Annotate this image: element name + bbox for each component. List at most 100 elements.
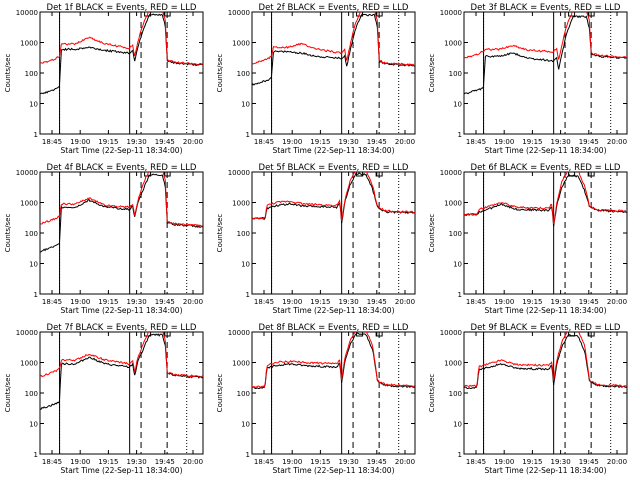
x-tick-label: 19:30 [551, 298, 571, 306]
x-tick-label: 19:30 [127, 138, 147, 146]
x-tick-label: 20:00 [607, 458, 627, 466]
y-tick-label: 1000 [444, 200, 462, 208]
y-tick-label: 10000 [440, 329, 462, 337]
y-tick-label: 100 [25, 70, 38, 78]
events-series-line [40, 333, 203, 410]
x-tick-label: 20:00 [183, 458, 203, 466]
x-tick-label: 19:00 [494, 458, 514, 466]
y-tick-label: 10000 [16, 329, 38, 337]
panel-7: Det 7f BLACK = Events, RED = LLD 1 10 100 10… [4, 323, 204, 475]
bracket-marker [375, 332, 383, 337]
y-tick-label: 100 [237, 230, 250, 238]
y-axis-label: Counts/sec [4, 374, 12, 413]
events-series-line [464, 334, 627, 390]
panel-9: Det 9f BLACK = Events, RED = LLD 1 10 100 10… [428, 323, 628, 475]
x-tick-label: 19:45 [155, 298, 175, 306]
y-tick-label: 100 [25, 390, 38, 398]
y-tick-label: 10 [29, 421, 38, 429]
plot-frame [39, 171, 204, 295]
y-tick-label: 10000 [16, 169, 38, 177]
x-tick-label: 18:45 [254, 138, 274, 146]
lld-series-line [464, 172, 627, 225]
x-tick-label: 19:45 [579, 138, 599, 146]
y-axis-label: Counts/sec [216, 54, 224, 93]
x-axis-label: Start Time (22-Sep-11 18:34:00) [273, 466, 395, 475]
panel-title: Det 8f BLACK = Events, RED = LLD [259, 323, 409, 333]
x-axis-label: Start Time (22-Sep-11 18:34:00) [485, 466, 607, 475]
y-tick-label: 1000 [444, 40, 462, 48]
y-axis-label: Counts/sec [428, 54, 436, 93]
lld-series-line [252, 12, 415, 67]
events-series-line [40, 13, 203, 95]
x-axis-label: Start Time (22-Sep-11 18:34:00) [61, 306, 183, 315]
x-tick-label: 19:15 [310, 298, 330, 306]
x-axis-label: Start Time (22-Sep-11 18:34:00) [485, 146, 607, 155]
y-tick-label: 1000 [232, 40, 250, 48]
bracket-marker [144, 172, 152, 177]
y-tick-label: 100 [449, 230, 462, 238]
x-tick-label: 19:00 [282, 458, 302, 466]
bracket-marker [144, 332, 152, 337]
x-tick-label: 19:30 [339, 298, 359, 306]
y-tick-label: 1 [246, 451, 250, 459]
y-tick-label: 10000 [440, 9, 462, 17]
y-tick-label: 100 [449, 390, 462, 398]
x-axis-label: Start Time (22-Sep-11 18:34:00) [273, 146, 395, 155]
lld-series-line [40, 12, 203, 66]
y-tick-label: 10000 [16, 9, 38, 17]
y-tick-label: 1 [458, 291, 462, 299]
y-axis-label: Counts/sec [216, 374, 224, 413]
events-series-line [40, 173, 203, 253]
x-tick-label: 19:45 [367, 298, 387, 306]
y-tick-label: 10000 [228, 329, 250, 337]
y-tick-label: 100 [237, 390, 250, 398]
y-tick-label: 1 [458, 131, 462, 139]
plot-frame [39, 331, 204, 455]
y-tick-label: 10 [453, 261, 462, 269]
y-tick-label: 1 [246, 291, 250, 299]
x-tick-label: 18:45 [466, 458, 486, 466]
x-axis-label: Start Time (22-Sep-11 18:34:00) [485, 306, 607, 315]
y-tick-label: 1000 [232, 360, 250, 368]
bracket-marker [375, 12, 383, 17]
y-tick-label: 1000 [232, 200, 250, 208]
x-tick-label: 19:15 [98, 138, 118, 146]
x-tick-label: 19:45 [367, 458, 387, 466]
y-tick-label: 1000 [20, 360, 38, 368]
x-tick-label: 19:45 [155, 458, 175, 466]
plot-frame [463, 331, 628, 455]
y-tick-label: 100 [25, 230, 38, 238]
x-tick-label: 19:00 [70, 298, 90, 306]
plot-frame [463, 11, 628, 135]
events-series-line [464, 15, 627, 95]
x-tick-label: 19:15 [98, 458, 118, 466]
x-tick-label: 18:45 [466, 298, 486, 306]
y-axis-label: Counts/sec [216, 214, 224, 253]
x-tick-label: 19:15 [522, 458, 542, 466]
plot-frame [251, 331, 416, 455]
events-series-line [464, 173, 627, 227]
y-tick-label: 1 [34, 131, 38, 139]
plot-frame [39, 11, 204, 135]
panel-6: Det 6f BLACK = Events, RED = LLD 1 10 100 10… [428, 163, 628, 315]
x-axis-label: Start Time (22-Sep-11 18:34:00) [273, 306, 395, 315]
x-tick-label: 20:00 [183, 298, 203, 306]
panel-title: Det 4f BLACK = Events, RED = LLD [47, 163, 197, 173]
panel-title: Det 1f BLACK = Events, RED = LLD [47, 3, 197, 13]
y-tick-label: 1 [246, 131, 250, 139]
y-tick-label: 10 [241, 101, 250, 109]
y-tick-label: 10 [29, 261, 38, 269]
panel-1: Det 1f BLACK = Events, RED = LLD 1 10 100 10… [4, 3, 204, 155]
panel-title: Det 5f BLACK = Events, RED = LLD [259, 163, 409, 173]
panel-4: Det 4f BLACK = Events, RED = LLD 1 10 100 10… [4, 163, 204, 315]
x-tick-label: 19:00 [282, 138, 302, 146]
y-axis-label: Counts/sec [428, 214, 436, 253]
x-tick-label: 19:00 [70, 138, 90, 146]
bracket-marker [568, 12, 576, 17]
y-tick-label: 10000 [228, 9, 250, 17]
y-tick-label: 1 [458, 451, 462, 459]
x-tick-label: 19:45 [579, 458, 599, 466]
x-tick-label: 19:30 [339, 138, 359, 146]
x-tick-label: 18:45 [42, 298, 62, 306]
